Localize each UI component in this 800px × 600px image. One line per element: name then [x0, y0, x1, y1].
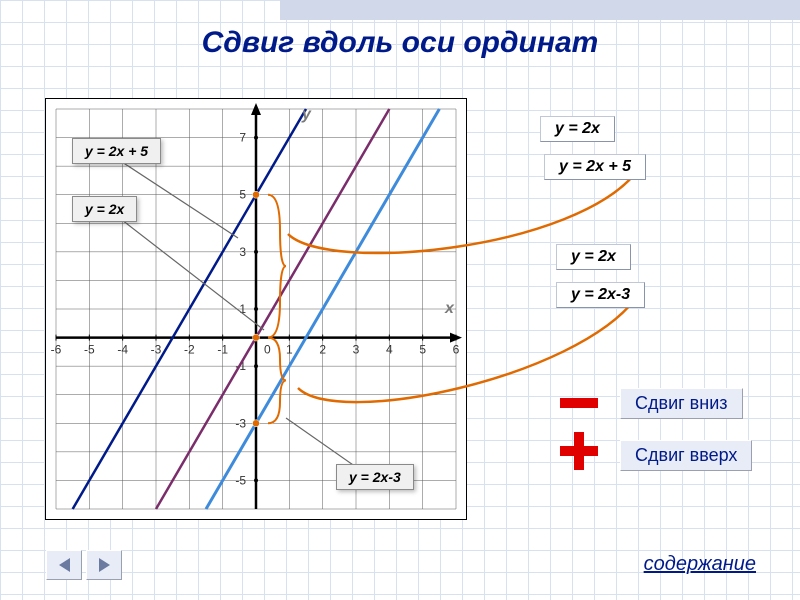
shift-down-label: Сдвиг вниз: [620, 388, 743, 419]
content-link[interactable]: содержание: [644, 553, 756, 576]
svg-text:-5: -5: [235, 473, 246, 487]
svg-text:-6: -6: [51, 343, 62, 357]
arrow-left-icon: [59, 558, 70, 572]
svg-text:-2: -2: [184, 343, 195, 357]
shift-up-label: Сдвиг вверх: [620, 440, 752, 471]
svg-text:-5: -5: [84, 343, 95, 357]
x-axis-label: x: [445, 300, 454, 318]
formula-label-r2: y = 2x + 5: [544, 154, 646, 180]
svg-text:3: 3: [239, 245, 246, 259]
nav-next-button[interactable]: [86, 550, 122, 580]
svg-text:2: 2: [319, 343, 326, 357]
svg-text:-3: -3: [235, 416, 246, 430]
chart-callout-c2: y = 2x: [72, 196, 137, 222]
arrow-right-icon: [99, 558, 110, 572]
svg-text:-4: -4: [117, 343, 128, 357]
svg-text:-1: -1: [217, 343, 228, 357]
svg-text:5: 5: [239, 188, 246, 202]
page-title: Сдвиг вдоль оси ординат: [0, 26, 800, 60]
svg-text:1: 1: [239, 302, 246, 316]
svg-text:3: 3: [353, 343, 360, 357]
formula-label-r1: y = 2x: [540, 116, 615, 142]
svg-text:-3: -3: [151, 343, 162, 357]
formula-label-r4: y = 2x-3: [556, 282, 645, 308]
formula-label-r3: y = 2x: [556, 244, 631, 270]
chart-callout-c3: y = 2x-3: [336, 464, 414, 490]
svg-text:6: 6: [453, 343, 460, 357]
svg-text:1: 1: [286, 343, 293, 357]
svg-text:0: 0: [264, 343, 271, 357]
svg-text:4: 4: [386, 343, 393, 357]
svg-text:5: 5: [419, 343, 426, 357]
svg-text:7: 7: [239, 131, 246, 145]
y-axis-label: y: [302, 106, 311, 124]
top-strip: [280, 0, 800, 20]
chart-callout-c1: y = 2x + 5: [72, 138, 161, 164]
nav-prev-button[interactable]: [46, 550, 82, 580]
